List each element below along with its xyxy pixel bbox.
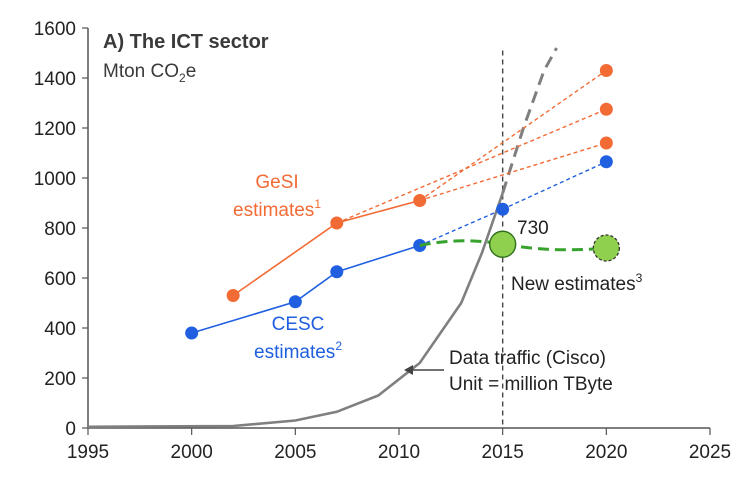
gesi-projection-point: [599, 64, 613, 77]
x-tick-label: 2020: [585, 442, 627, 463]
y-tick-label: 0: [65, 419, 76, 440]
cesc-line: [191, 244, 420, 334]
cesc-point: [496, 202, 510, 216]
y-tick-label: 1600: [34, 19, 76, 40]
cesc-projection-line: [502, 161, 607, 210]
gesi-projection-point: [599, 136, 613, 150]
x-tick-label: 2025: [689, 442, 731, 463]
traffic-label-arrowhead: [404, 365, 413, 375]
cesc-label-line1: CESC: [272, 314, 325, 335]
x-tick-label: 1995: [67, 442, 109, 463]
new-estimate-2020-point: [592, 234, 620, 262]
traffic-label-line2: Unit = million TByte: [449, 374, 613, 395]
y-tick-label: 800: [44, 219, 76, 240]
y-tick-label: 1000: [34, 169, 76, 190]
gesi-projection-line: [336, 108, 607, 224]
cesc-projection-line: [419, 208, 503, 247]
gesi-projection-point: [599, 102, 613, 116]
cesc-point: [288, 295, 302, 309]
y-axis-unit: Mton CO2e: [103, 61, 196, 85]
cesc-point: [599, 155, 613, 169]
gesi-point: [330, 216, 344, 230]
gesi-label-line1: GeSI: [255, 172, 298, 193]
new-estimate-2015-point: [488, 230, 517, 258]
gesi-label-line2: estimates1: [233, 197, 321, 221]
x-tick-label: 2015: [482, 442, 524, 463]
y-tick-label: 1400: [34, 69, 76, 90]
cesc-point: [185, 326, 199, 340]
data-traffic-projection: [501, 47, 558, 194]
chart-title: A) The ICT sector: [103, 31, 269, 53]
x-tick-label: 2000: [171, 442, 213, 463]
y-tick-label: 200: [44, 369, 76, 390]
x-tick-label: 2005: [274, 442, 316, 463]
traffic-label-line1: Data traffic (Cisco): [449, 348, 606, 369]
gesi-point: [226, 289, 240, 302]
cesc-point: [330, 265, 344, 279]
y-tick-label: 400: [44, 319, 76, 340]
y-tick-label: 1200: [34, 119, 76, 140]
new-estimates-label: New estimates3: [511, 271, 643, 295]
new-estimate-value-label: 730: [517, 218, 549, 239]
series-layer: [87, 47, 620, 429]
cesc-label-line2: estimates2: [254, 339, 342, 363]
y-tick-label: 600: [44, 269, 76, 290]
new-estimates-line: [419, 239, 607, 252]
gesi-projection-line: [419, 69, 607, 202]
gesi-point: [413, 194, 427, 207]
gesi-projection-line: [419, 142, 607, 202]
x-tick-label: 2010: [378, 442, 420, 463]
data-traffic-curve: [87, 192, 504, 429]
axes-layer: 0 200 400 600 800 1000 1200 1400 1600 1995 2000 200…: [34, 19, 731, 463]
